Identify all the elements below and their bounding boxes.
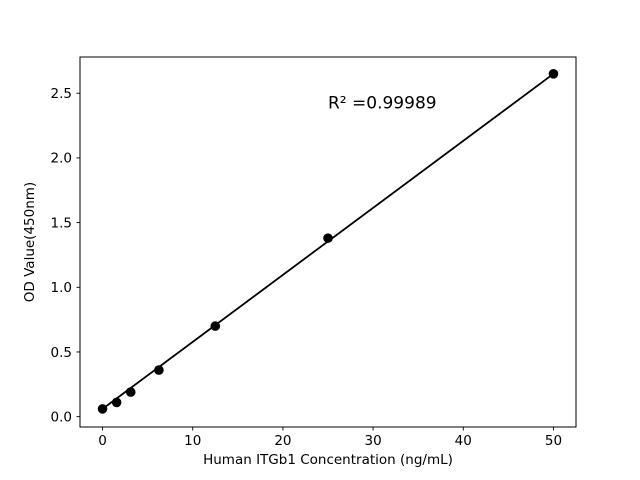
- y-tick-label: 0.5: [51, 345, 72, 361]
- x-tick-label: 0: [98, 433, 107, 449]
- y-axis-ticks: 0.0 0.5 1.0 1.5 2.0 2.5: [51, 86, 80, 425]
- x-tick-label: 10: [184, 433, 201, 449]
- data-series: [97, 69, 559, 414]
- data-point: [97, 404, 108, 414]
- y-tick-label: 1.0: [51, 280, 72, 296]
- r-squared-annotation: R² =0.99989: [328, 93, 437, 113]
- x-tick-label: 30: [364, 433, 381, 449]
- data-point: [210, 321, 221, 331]
- y-axis-title: OD Value(450nm): [22, 182, 38, 302]
- data-point: [154, 365, 164, 375]
- plot-area: [79, 56, 577, 428]
- x-tick-label: 50: [545, 433, 562, 449]
- y-tick-label: 0.0: [51, 409, 72, 425]
- x-axis-title: Human ITGb1 Concentration (ng/mL): [203, 452, 453, 468]
- data-point: [548, 69, 559, 79]
- x-tick-label: 40: [455, 433, 472, 449]
- x-axis-ticks: 0 10 20 30 40 50: [98, 427, 562, 449]
- y-tick-label: 2.5: [51, 86, 72, 102]
- data-point: [323, 233, 333, 243]
- y-tick-label: 1.5: [51, 215, 72, 231]
- y-tick-label: 2.0: [51, 151, 72, 167]
- data-point: [125, 387, 136, 397]
- data-point: [111, 397, 122, 408]
- x-tick-label: 20: [274, 433, 291, 449]
